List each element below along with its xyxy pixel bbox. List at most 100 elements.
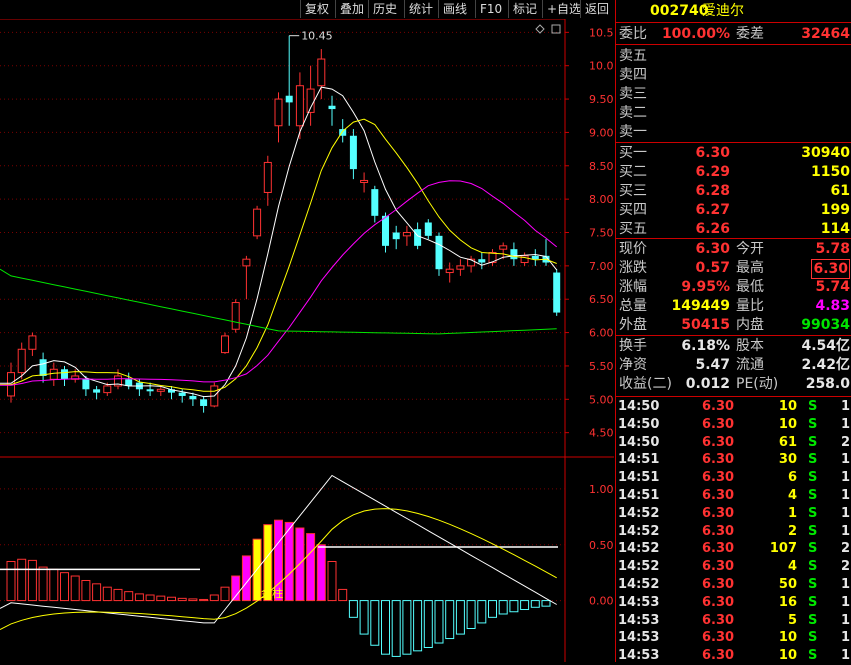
candle-body: [125, 379, 133, 386]
candle-body: [39, 359, 47, 376]
tick-count: 2: [840, 434, 850, 450]
macd-bar: [530, 600, 540, 608]
macd-bar: [413, 600, 423, 652]
macd-bar: [49, 568, 59, 602]
macd-bar: [231, 575, 241, 602]
price-tick-label: 4.50: [589, 427, 614, 440]
dea-line: [0, 508, 557, 630]
tick-row: 14:50 6.30 10 S 1: [616, 398, 851, 416]
candle-body: [467, 258, 476, 267]
price-tick-label: 7.00: [589, 260, 614, 273]
tick-time: 14:51: [618, 470, 660, 486]
ask-row: 卖五: [616, 47, 851, 65]
toolbar-button[interactable]: +自选: [542, 0, 585, 18]
divider: [616, 396, 851, 397]
macd-bar: [113, 588, 123, 602]
macd-bar: [541, 600, 551, 607]
tick-volume: 16: [778, 594, 797, 610]
macd-bar: [455, 600, 465, 635]
tick-row: 14:53 6.30 16 S 1: [616, 594, 851, 612]
candle-body: [146, 389, 154, 392]
macd-bar: [434, 600, 444, 644]
tick-price: 6.30: [702, 434, 735, 450]
ask-label: 卖一: [619, 124, 647, 140]
tick-row: 14:51 6.30 4 S 1: [616, 487, 851, 505]
square-icon: [551, 24, 561, 34]
bid-label: 买一: [619, 145, 647, 161]
max-price-label: 10.45: [301, 30, 333, 43]
quote-value: 0.57: [695, 260, 730, 276]
toolbar-button[interactable]: 叠加: [335, 0, 368, 18]
tick-volume: 10: [778, 648, 797, 664]
ask-row: 卖三: [616, 85, 851, 103]
macd-bar: [284, 521, 294, 602]
tick-volume: 107: [769, 541, 797, 557]
tick-side: S: [808, 416, 818, 432]
macd-bar: [488, 600, 497, 618]
fundamental-value: 5.47: [695, 357, 730, 373]
tick-row: 14:52 6.30 1 S 1: [616, 505, 851, 523]
toolbar-button[interactable]: 返回: [580, 0, 613, 18]
tick-price: 6.30: [702, 594, 735, 610]
macd-bar: [509, 600, 519, 613]
tick-price: 6.30: [702, 470, 735, 486]
toolbar-button[interactable]: 标记: [508, 0, 541, 18]
tick-row: 14:53 6.30 10 S 1: [616, 647, 851, 665]
candle-body: [328, 105, 336, 110]
quote-value: 5.78: [815, 241, 850, 257]
toolbar-button[interactable]: 复权: [300, 0, 333, 18]
bid-volume: 114: [820, 221, 850, 237]
tick-volume: 10: [778, 399, 797, 414]
stock-header: 002740 爱迪尔: [616, 0, 851, 22]
toolbar-button[interactable]: 画线: [438, 0, 471, 18]
toolbar-button[interactable]: 历史: [368, 0, 401, 18]
quote-label: 涨幅: [619, 279, 647, 295]
divider: [616, 335, 851, 336]
tick-price: 6.30: [702, 505, 735, 521]
weibi-row: 委比 100.00% 委差 32464: [616, 25, 851, 43]
tick-row: 14:52 6.30 50 S 1: [616, 576, 851, 594]
macd-bar: [274, 519, 283, 602]
quote-panel: 002740 爱迪尔 委比 100.00% 委差 32464 卖五 卖四 卖三 卖二卖…: [615, 0, 851, 665]
macd-bar: [423, 600, 433, 648]
kline-chart[interactable]: 10.50 10.00 9.50 9.00 8.50 8.00 7.50 7.00 6.50 6.…: [0, 19, 614, 662]
macd-bar: [134, 593, 144, 602]
quote-value: 6.30: [695, 241, 730, 257]
macd-bar: [27, 559, 37, 602]
ask-label: 卖五: [619, 48, 647, 64]
candle-body: [414, 229, 422, 246]
candle-body: [103, 385, 112, 394]
quote-row: 涨幅 9.95% 最低 5.74: [616, 278, 851, 296]
macd-bar: [381, 600, 390, 655]
tick-side: S: [808, 541, 818, 557]
macd-bar: [359, 600, 369, 635]
tick-volume: 10: [778, 416, 797, 432]
ask-label: 卖二: [619, 105, 647, 121]
candle-body: [531, 255, 539, 260]
candle-body: [424, 222, 432, 236]
fundamental-value: 2.42亿: [801, 357, 850, 373]
quote-row: 涨跌 0.57 最高 6.30: [616, 259, 851, 279]
quote-row: 外盘 50415 内盘 99034: [616, 316, 851, 334]
macd-bar: [38, 566, 48, 602]
tick-volume: 6: [787, 470, 797, 486]
toolbar-button[interactable]: 统计: [404, 0, 437, 18]
quote-label: 最低: [736, 279, 764, 295]
candle-body: [231, 302, 240, 330]
macd-bar: [156, 595, 166, 602]
candle-body: [402, 232, 411, 237]
toolbar-button[interactable]: F10: [475, 0, 506, 18]
quote-value: 5.74: [815, 279, 850, 295]
bid-price: 6.29: [695, 164, 730, 180]
candle-body: [61, 369, 68, 380]
divider: [616, 22, 851, 23]
tick-time: 14:51: [618, 488, 660, 503]
tick-volume: 5: [787, 612, 797, 628]
macd-bar: [188, 598, 198, 602]
macd-bar: [370, 600, 380, 646]
bid-label: 买三: [619, 183, 647, 199]
candle-body: [114, 375, 122, 387]
ma10-line: [0, 118, 557, 392]
macd-bar: [124, 591, 134, 602]
tick-price: 6.30: [702, 488, 735, 503]
